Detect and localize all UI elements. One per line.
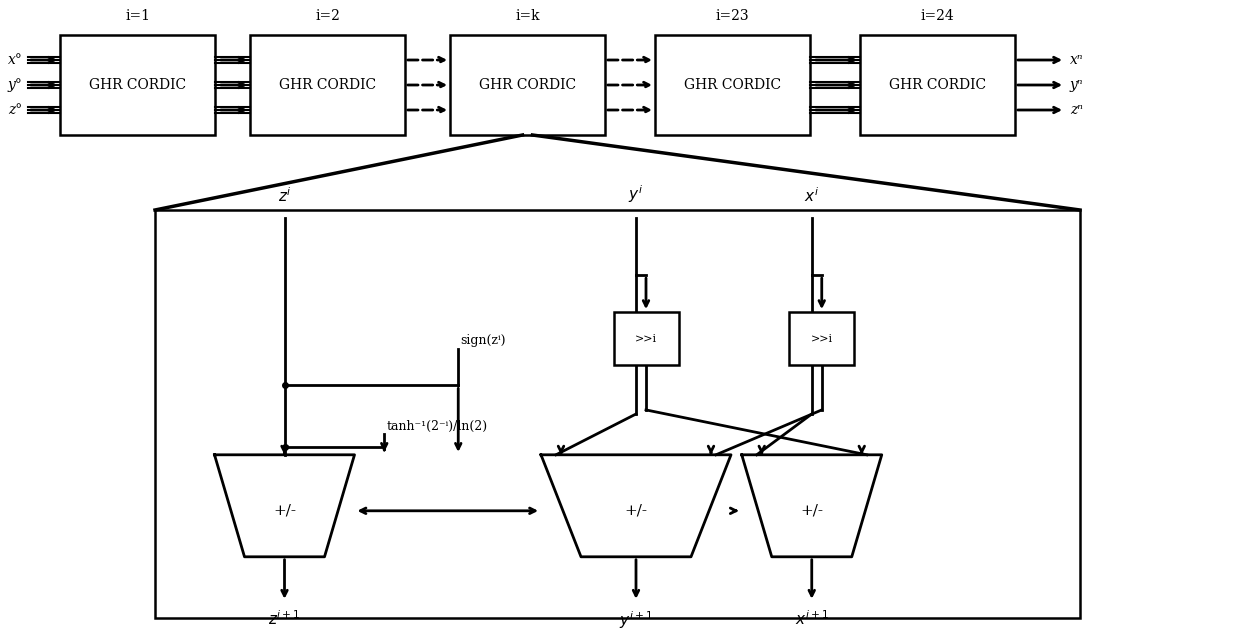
- Text: i=24: i=24: [920, 9, 955, 23]
- Text: sign(zⁱ): sign(zⁱ): [460, 334, 506, 347]
- Text: $x^i$: $x^i$: [805, 187, 820, 205]
- Text: i=k: i=k: [515, 9, 539, 23]
- Bar: [155, 210, 1080, 618]
- Bar: [861, 35, 1016, 135]
- Text: +/-: +/-: [800, 504, 823, 518]
- Text: >>i: >>i: [635, 333, 657, 344]
- Text: >>i: >>i: [811, 333, 833, 344]
- Bar: [789, 312, 854, 365]
- Text: $z^{i+1}$: $z^{i+1}$: [268, 610, 301, 628]
- Text: +/-: +/-: [625, 504, 647, 518]
- Bar: [655, 35, 810, 135]
- Bar: [614, 312, 678, 365]
- Text: GHR CORDIC: GHR CORDIC: [889, 78, 986, 92]
- Text: $z^i$: $z^i$: [278, 187, 291, 205]
- Polygon shape: [742, 455, 882, 557]
- Text: $y^{i+1}$: $y^{i+1}$: [619, 610, 653, 628]
- Bar: [250, 35, 405, 135]
- Text: $x^{i+1}$: $x^{i+1}$: [795, 610, 828, 628]
- Bar: [60, 35, 215, 135]
- Text: i=2: i=2: [315, 9, 340, 23]
- Text: GHR CORDIC: GHR CORDIC: [89, 78, 186, 92]
- Text: y°: y°: [7, 78, 22, 92]
- Bar: [450, 35, 605, 135]
- Text: $y^i$: $y^i$: [629, 183, 644, 205]
- Text: x°: x°: [7, 53, 22, 67]
- Text: +/-: +/-: [273, 504, 296, 518]
- Polygon shape: [541, 455, 732, 557]
- Text: yⁿ: yⁿ: [1070, 78, 1084, 92]
- Text: tanh⁻¹(2⁻ⁱ)/ln(2): tanh⁻¹(2⁻ⁱ)/ln(2): [386, 420, 487, 433]
- Text: zⁿ: zⁿ: [1070, 103, 1083, 117]
- Text: GHR CORDIC: GHR CORDIC: [684, 78, 781, 92]
- Text: i=23: i=23: [715, 9, 749, 23]
- Text: z°: z°: [7, 103, 22, 117]
- Text: GHR CORDIC: GHR CORDIC: [479, 78, 577, 92]
- Text: xⁿ: xⁿ: [1070, 53, 1084, 67]
- Polygon shape: [215, 455, 355, 557]
- Text: i=1: i=1: [125, 9, 150, 23]
- Text: GHR CORDIC: GHR CORDIC: [279, 78, 376, 92]
